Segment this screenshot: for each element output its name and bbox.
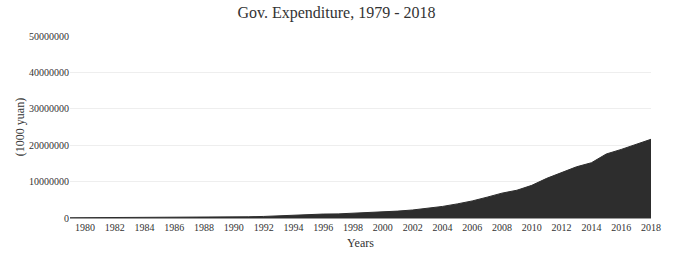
svg-text:2018: 2018 (641, 222, 661, 233)
svg-text:1984: 1984 (134, 222, 154, 233)
svg-text:2014: 2014 (581, 222, 601, 233)
svg-text:2012: 2012 (552, 222, 572, 233)
svg-text:1982: 1982 (105, 222, 125, 233)
svg-text:2010: 2010 (522, 222, 542, 233)
svg-text:2008: 2008 (492, 222, 512, 233)
svg-text:1992: 1992 (254, 222, 274, 233)
svg-text:2004: 2004 (432, 222, 452, 233)
svg-text:50000000: 50000000 (29, 31, 69, 42)
svg-text:(1000 yuan): (1000 yuan) (13, 98, 27, 156)
svg-text:20000000: 20000000 (29, 140, 69, 151)
svg-text:1994: 1994 (283, 222, 303, 233)
svg-text:30000000: 30000000 (29, 103, 69, 114)
svg-text:2016: 2016 (611, 222, 631, 233)
svg-text:Gov. Expenditure, 1979 - 2018: Gov. Expenditure, 1979 - 2018 (237, 4, 435, 22)
svg-text:0: 0 (64, 213, 69, 224)
svg-text:10000000: 10000000 (29, 176, 69, 187)
svg-text:2006: 2006 (462, 222, 482, 233)
svg-text:2002: 2002 (403, 222, 423, 233)
svg-text:1998: 1998 (343, 222, 363, 233)
svg-text:1988: 1988 (194, 222, 214, 233)
svg-text:1996: 1996 (313, 222, 333, 233)
svg-text:1990: 1990 (224, 222, 244, 233)
svg-text:1980: 1980 (75, 222, 95, 233)
svg-text:1986: 1986 (164, 222, 184, 233)
svg-text:2000: 2000 (373, 222, 393, 233)
svg-text:40000000: 40000000 (29, 67, 69, 78)
svg-text:Years: Years (347, 236, 374, 250)
